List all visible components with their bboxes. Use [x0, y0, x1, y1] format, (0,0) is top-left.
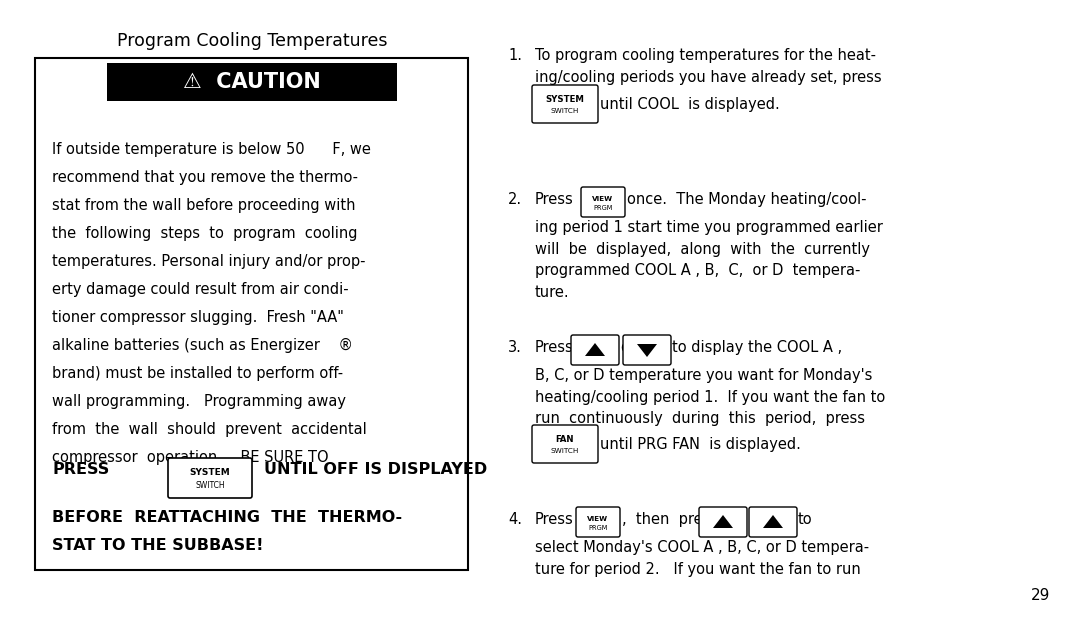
Text: SWITCH: SWITCH [551, 449, 579, 455]
Text: compressor  operation.    BE SURE TO: compressor operation. BE SURE TO [52, 450, 328, 465]
Text: stat from the wall before proceeding with: stat from the wall before proceeding wit… [52, 198, 355, 213]
Polygon shape [713, 515, 733, 528]
FancyBboxPatch shape [623, 335, 671, 365]
Text: tioner compressor slugging.  Fresh "AA": tioner compressor slugging. Fresh "AA" [52, 310, 343, 325]
Text: VIEW: VIEW [593, 196, 613, 202]
Text: SYSTEM: SYSTEM [545, 95, 584, 105]
Text: or: or [748, 512, 762, 527]
Text: Press: Press [535, 512, 573, 527]
FancyBboxPatch shape [168, 458, 252, 498]
Text: UNTIL OFF IS DISPLAYED: UNTIL OFF IS DISPLAYED [264, 462, 487, 477]
FancyBboxPatch shape [699, 507, 747, 537]
Text: temperatures. Personal injury and/or prop-: temperatures. Personal injury and/or pro… [52, 254, 365, 269]
Text: SYSTEM: SYSTEM [190, 468, 230, 477]
Text: 1.: 1. [508, 48, 522, 63]
Text: brand) must be installed to perform off-: brand) must be installed to perform off- [52, 366, 343, 381]
Text: STAT TO THE SUBBASE!: STAT TO THE SUBBASE! [52, 538, 264, 553]
Text: If outside temperature is below 50      F, we: If outside temperature is below 50 F, we [52, 142, 370, 157]
Text: B, C, or D temperature you want for Monday's
heating/cooling period 1.  If you w: B, C, or D temperature you want for Mond… [535, 368, 886, 426]
Text: PRGM: PRGM [593, 205, 612, 211]
Text: ⚠  CAUTION: ⚠ CAUTION [184, 72, 321, 92]
FancyBboxPatch shape [750, 507, 797, 537]
Text: VIEW: VIEW [588, 516, 608, 522]
Text: PRGM: PRGM [589, 525, 608, 531]
Text: or: or [620, 340, 635, 355]
Polygon shape [637, 344, 657, 357]
Text: Program Cooling Temperatures: Program Cooling Temperatures [117, 32, 388, 50]
Text: SWITCH: SWITCH [195, 481, 225, 490]
Text: BEFORE  REATTACHING  THE  THERMO-: BEFORE REATTACHING THE THERMO- [52, 510, 402, 525]
Text: ,  then  press: , then press [622, 512, 718, 527]
Text: the  following  steps  to  program  cooling: the following steps to program cooling [52, 226, 357, 241]
Text: alkaline batteries (such as Energizer    ®: alkaline batteries (such as Energizer ® [52, 338, 353, 353]
Text: from  the  wall  should  prevent  accidental: from the wall should prevent accidental [52, 422, 367, 437]
Text: SWITCH: SWITCH [551, 108, 579, 115]
Polygon shape [762, 515, 783, 528]
Text: 29: 29 [1030, 588, 1050, 603]
Text: once.  The Monday heating/cool-: once. The Monday heating/cool- [627, 192, 866, 207]
Text: to display the COOL A ,: to display the COOL A , [672, 340, 842, 355]
Polygon shape [585, 343, 605, 356]
Text: select Monday's COOL A , B, C, or D tempera-
ture for period 2.   If you want th: select Monday's COOL A , B, C, or D temp… [535, 540, 869, 577]
Text: to: to [798, 512, 812, 527]
Text: Press: Press [535, 192, 573, 207]
Text: PRESS: PRESS [52, 462, 109, 477]
FancyBboxPatch shape [532, 85, 598, 123]
Bar [35, 58, 468, 570]
FancyBboxPatch shape [571, 335, 619, 365]
Text: FAN: FAN [556, 435, 575, 444]
FancyBboxPatch shape [576, 507, 620, 537]
FancyBboxPatch shape [581, 187, 625, 217]
Text: 4.: 4. [508, 512, 522, 527]
Text: Press: Press [535, 340, 573, 355]
Text: until PRG FAN  is displayed.: until PRG FAN is displayed. [600, 437, 801, 452]
Bar [107, 63, 397, 101]
Text: ing period 1 start time you programmed earlier
will  be  displayed,  along  with: ing period 1 start time you programmed e… [535, 220, 882, 300]
Text: recommend that you remove the thermo-: recommend that you remove the thermo- [52, 170, 357, 185]
Text: To program cooling temperatures for the heat-
ing/cooling periods you have alrea: To program cooling temperatures for the … [535, 48, 881, 85]
Text: 3.: 3. [508, 340, 522, 355]
Text: erty damage could result from air condi-: erty damage could result from air condi- [52, 282, 349, 297]
Text: wall programming.   Programming away: wall programming. Programming away [52, 394, 346, 409]
FancyBboxPatch shape [532, 425, 598, 463]
Text: 2.: 2. [508, 192, 522, 207]
Text: until COOL  is displayed.: until COOL is displayed. [600, 97, 780, 112]
